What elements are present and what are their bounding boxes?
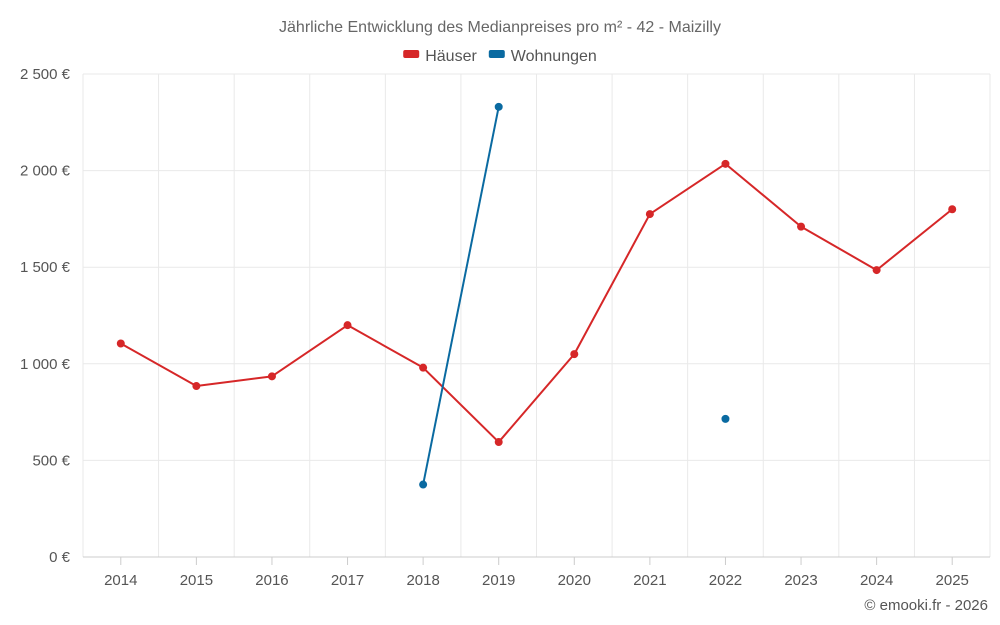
x-tick-label: 2017 [331, 572, 364, 589]
x-tick-label: 2025 [936, 572, 969, 589]
x-tick-label: 2024 [860, 572, 893, 589]
y-tick-label: 1 000 € [20, 356, 71, 373]
chart-title: Jährliche Entwicklung des Medianpreises … [279, 19, 721, 36]
y-tick-label: 2 500 € [20, 66, 71, 83]
credit-text: © emooki.fr - 2026 [864, 597, 988, 614]
y-tick-label: 2 000 € [20, 163, 71, 180]
series-line [120, 162, 953, 444]
data-point [494, 438, 503, 447]
y-tick-label: 0 € [49, 549, 71, 566]
x-tick-label: 2023 [784, 572, 817, 589]
data-point [645, 210, 654, 219]
data-point [797, 222, 806, 231]
legend-swatch [403, 50, 420, 58]
x-tick-label: 2019 [482, 572, 515, 589]
x-tick-label: 2015 [180, 572, 213, 589]
data-point [570, 350, 579, 359]
series-2 [419, 102, 730, 489]
y-axis-ticks: 0 € 500 € 1 000 € 1 500 € 2 000 € 2 500 € [20, 66, 71, 566]
x-tick-label: 2014 [104, 572, 137, 589]
y-tick-label: 1 500 € [20, 259, 71, 276]
x-tick-label: 2016 [255, 572, 288, 589]
x-tick-label: 2018 [406, 572, 439, 589]
data-point [419, 363, 428, 372]
data-point [192, 382, 201, 391]
series-1 [116, 159, 957, 447]
x-tick-label: 2022 [709, 572, 742, 589]
y-tick-label: 500 € [32, 452, 70, 469]
legend: Häuser Wohnungen [403, 48, 597, 65]
legend-swatch [488, 50, 505, 58]
x-tick-label: 2021 [633, 572, 666, 589]
data-point [721, 159, 730, 168]
data-point [419, 480, 428, 489]
data-point [872, 266, 881, 275]
data-point [721, 414, 730, 423]
data-point [267, 372, 276, 381]
legend-label: Wohnungen [511, 48, 597, 65]
legend-item: Häuser [403, 48, 477, 65]
legend-item: Wohnungen [488, 48, 597, 65]
series-line [422, 106, 500, 485]
series-layer [116, 102, 957, 489]
x-tick-label: 2020 [558, 572, 591, 589]
data-point [116, 339, 125, 348]
x-axis-ticks: 2014 2015 2016 2017 2018 2019 2020 2021 2022 2023… [104, 557, 969, 589]
x-grid [82, 74, 991, 557]
legend-label: Häuser [425, 48, 477, 65]
data-point [948, 205, 957, 214]
data-point [343, 321, 352, 330]
data-point [494, 102, 503, 111]
